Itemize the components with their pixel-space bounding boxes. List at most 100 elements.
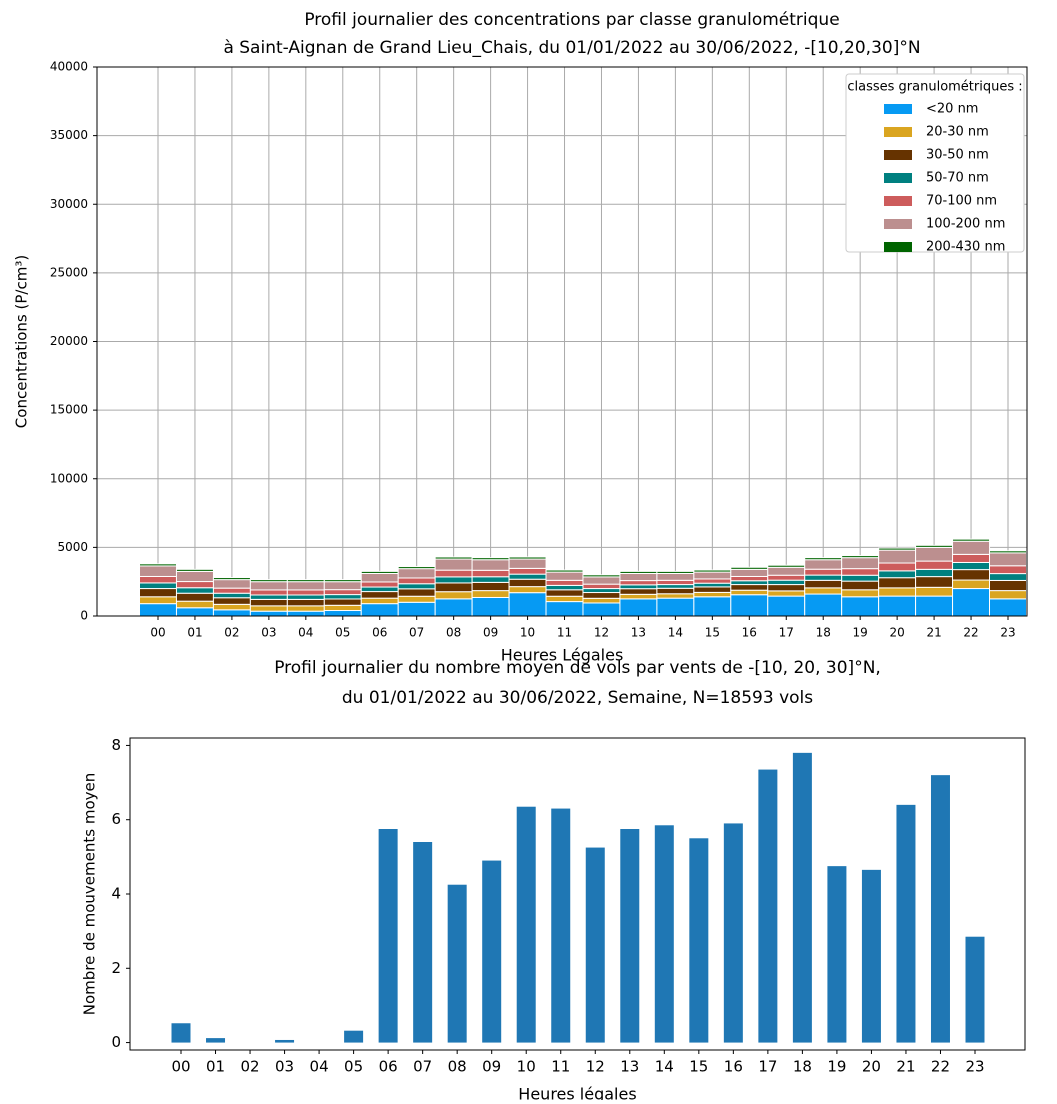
bar-segment <box>249 589 288 596</box>
bar-segment <box>360 572 399 583</box>
bar-segment <box>397 568 436 579</box>
x-tick-label: 22 <box>963 626 978 640</box>
bar-segment <box>730 580 769 586</box>
bar-segment <box>508 586 547 594</box>
x-tick-label: 00 <box>171 1058 190 1076</box>
bar-segment <box>139 582 177 590</box>
bar-segment <box>656 572 695 581</box>
x-tick-label: 17 <box>779 626 794 640</box>
bar-segment <box>693 582 732 588</box>
bar-segment <box>841 574 880 582</box>
bar-segment <box>286 581 325 591</box>
bar-segment <box>656 579 695 586</box>
bar-segment <box>693 571 732 580</box>
bar-segment <box>471 596 510 617</box>
bar <box>861 869 881 1043</box>
x-tick-label: 19 <box>827 1058 846 1076</box>
x-tick-label: 03 <box>261 626 276 640</box>
bar <box>171 1023 191 1043</box>
bar <box>689 838 709 1043</box>
bar-segment <box>397 577 436 585</box>
x-tick-label: 04 <box>310 1058 329 1076</box>
bar-segment <box>286 605 325 612</box>
bar-segment <box>804 559 843 570</box>
bar-segment <box>286 589 325 596</box>
x-tick-label: 01 <box>187 626 202 640</box>
bar-segment <box>249 598 288 607</box>
bar-segment <box>545 569 584 573</box>
x-tick-label: 05 <box>344 1058 363 1076</box>
bar-segment <box>989 579 1027 592</box>
bar-segment <box>693 578 732 584</box>
legend-swatch <box>884 150 912 160</box>
bar-segment <box>360 597 399 605</box>
bar-segment <box>767 584 806 592</box>
bar-segment <box>804 557 843 561</box>
bar-segment <box>545 579 584 586</box>
bar-segment <box>175 607 214 617</box>
x-tick-label: 21 <box>926 626 941 640</box>
legend-swatch <box>884 127 912 137</box>
bar-segment <box>323 598 362 606</box>
bar-segment <box>841 589 880 598</box>
y-tick-label: 5000 <box>57 540 88 554</box>
legend-label: 30-50 nm <box>926 148 989 163</box>
x-tick-label: 21 <box>896 1058 915 1076</box>
bar-segment <box>471 557 510 561</box>
x-tick-label: 11 <box>557 626 572 640</box>
bar-segment <box>471 581 510 592</box>
bar <box>620 829 640 1043</box>
y-tick-label: 8 <box>111 736 121 754</box>
bar <box>827 866 847 1043</box>
bar-segment <box>841 555 880 559</box>
x-tick-label: 01 <box>206 1058 225 1076</box>
bar-segment <box>434 576 473 584</box>
bar-segment <box>397 601 436 617</box>
bar-segment <box>767 566 806 576</box>
x-tick-label: 23 <box>1000 626 1015 640</box>
bar-segment <box>730 566 769 570</box>
y-tick-label: 40000 <box>50 60 88 74</box>
y-tick-label: 10000 <box>50 471 88 485</box>
bar-segment <box>767 574 806 581</box>
legend-label: 200-430 nm <box>926 240 1005 255</box>
bar-segment <box>397 566 436 570</box>
bar-segment <box>139 596 177 605</box>
bar-segment <box>286 610 325 617</box>
x-tick-label: 15 <box>689 1058 708 1076</box>
bar-segment <box>545 595 584 603</box>
bar-segment <box>841 596 880 617</box>
bar-segment <box>286 594 325 600</box>
bar-segment <box>360 581 399 588</box>
bar-segment <box>139 575 177 584</box>
bar-segment <box>730 584 769 591</box>
bar-segment <box>878 562 917 572</box>
bar-segment <box>360 570 399 574</box>
bar <box>965 936 985 1043</box>
x-tick-label: 04 <box>298 626 313 640</box>
bar-segment <box>508 567 547 575</box>
bar-segment <box>619 572 658 582</box>
bar-segment <box>915 595 954 617</box>
bar-segment <box>434 558 473 571</box>
legend-box <box>845 73 1025 253</box>
legend-label: 20-30 nm <box>926 125 989 140</box>
bar-segment <box>841 568 880 576</box>
x-tick-label: 09 <box>482 1058 501 1076</box>
legend-label: 50-70 nm <box>926 171 989 186</box>
legend-label: <20 nm <box>926 102 978 117</box>
bar <box>896 804 916 1043</box>
x-tick-label: 15 <box>705 626 720 640</box>
bar <box>654 825 674 1043</box>
bar-segment <box>656 570 695 574</box>
y-tick-label: 6 <box>111 810 121 828</box>
plot-frame <box>129 737 1026 1051</box>
bar <box>378 829 398 1043</box>
y-tick-label: 35000 <box>50 128 88 142</box>
bar-segment <box>915 568 954 578</box>
x-tick-label: 16 <box>724 1058 743 1076</box>
bar-segment <box>989 552 1027 567</box>
bar-segment <box>212 579 251 589</box>
bar-segment <box>139 588 177 598</box>
bar-segment <box>730 568 769 577</box>
